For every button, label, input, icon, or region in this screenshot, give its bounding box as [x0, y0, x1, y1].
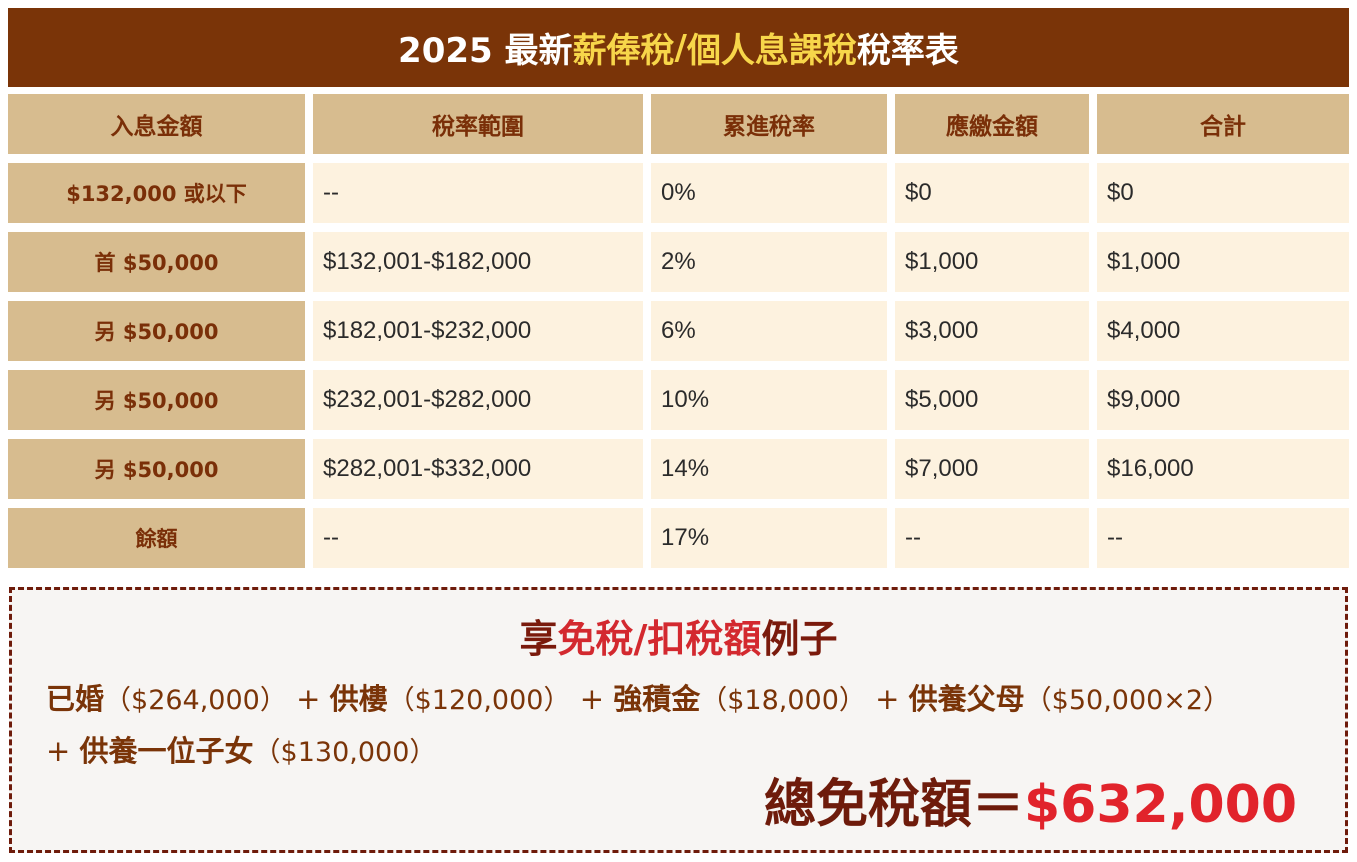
row-label: 餘額	[8, 508, 305, 568]
row-due: $5,000	[895, 370, 1089, 430]
header-total: 合計	[1097, 94, 1349, 154]
row-rate: 14%	[651, 439, 887, 499]
header-due: 應繳金額	[895, 94, 1089, 154]
row-label: 首 $50,000	[8, 232, 305, 292]
plus-sign: +	[46, 734, 71, 768]
row-total: $4,000	[1097, 301, 1349, 361]
example-line-1: 已婚（$264,000） + 供樓（$120,000） + 強積金（$18,00…	[46, 676, 1230, 718]
page-title: 2025 最新 薪俸稅 / 個人息課稅 稅率表	[8, 8, 1349, 87]
row-due: $3,000	[895, 301, 1089, 361]
row-rate: 0%	[651, 163, 887, 223]
row-rate: 17%	[651, 508, 887, 568]
plus-sign: +	[296, 682, 321, 716]
example-title: 享免稅/扣稅額例子	[12, 608, 1345, 663]
total-value: $632,000	[1023, 775, 1297, 835]
allowance-amount: （$18,000）	[700, 685, 866, 716]
row-label: 另 $50,000	[8, 370, 305, 430]
title-prefix: 2025 最新	[398, 31, 573, 71]
row-due: $7,000	[895, 439, 1089, 499]
allowance-name: 強積金	[613, 682, 701, 716]
row-range: $282,001-$332,000	[313, 439, 643, 499]
header-income: 入息金額	[8, 94, 305, 154]
example-title-b: 例子	[761, 617, 838, 661]
allowance-name: 供樓	[329, 682, 388, 716]
row-range: $182,001-$232,000	[313, 301, 643, 361]
allowance-name: 供養父母	[908, 682, 1025, 716]
allowance-amount: （$130,000）	[253, 737, 437, 768]
total-allowance: 總免稅額＝$632,000	[764, 762, 1297, 837]
tax-rate-table: 入息金額 稅率範圍 累進稅率 應繳金額 合計 $132,000 或以下 -- 0…	[8, 94, 1349, 568]
allowance-example-box: 享免稅/扣稅額例子 已婚（$264,000） + 供樓（$120,000） + …	[9, 587, 1348, 853]
row-due: $1,000	[895, 232, 1089, 292]
allowance-name: 供養一位子女	[79, 734, 254, 768]
title-highlight-personal-assessment: 個人息課稅	[686, 31, 857, 71]
row-total: $0	[1097, 163, 1349, 223]
header-rate: 累進稅率	[651, 94, 887, 154]
row-range: $132,001-$182,000	[313, 232, 643, 292]
allowance-amount: （$120,000）	[387, 685, 571, 716]
row-total: $1,000	[1097, 232, 1349, 292]
example-line-2: + 供養一位子女（$130,000）	[46, 728, 436, 770]
row-rate: 6%	[651, 301, 887, 361]
header-range: 稅率範圍	[313, 94, 643, 154]
title-highlight-salaries-tax: 薪俸稅	[572, 31, 675, 71]
total-label: 總免稅額＝	[763, 775, 1024, 835]
row-range: --	[313, 508, 643, 568]
row-rate: 10%	[651, 370, 887, 430]
example-title-a: 享	[519, 617, 558, 661]
allowance-amount: （$264,000）	[104, 685, 287, 716]
row-rate: 2%	[651, 232, 887, 292]
row-due: --	[895, 508, 1089, 568]
row-total: $9,000	[1097, 370, 1349, 430]
row-label: $132,000 或以下	[8, 163, 305, 223]
row-range: $232,001-$282,000	[313, 370, 643, 430]
row-label: 另 $50,000	[8, 301, 305, 361]
allowance-name: 已婚	[46, 682, 105, 716]
row-label: 另 $50,000	[8, 439, 305, 499]
plus-sign: +	[579, 682, 604, 716]
row-range: --	[313, 163, 643, 223]
title-suffix: 稅率表	[856, 31, 959, 71]
example-title-highlight: 免稅/扣稅額	[557, 617, 762, 661]
row-due: $0	[895, 163, 1089, 223]
row-total: $16,000	[1097, 439, 1349, 499]
row-total: --	[1097, 508, 1349, 568]
plus-sign: +	[875, 682, 900, 716]
allowance-amount: （$50,000×2）	[1024, 685, 1231, 716]
title-slash: /	[674, 27, 687, 68]
